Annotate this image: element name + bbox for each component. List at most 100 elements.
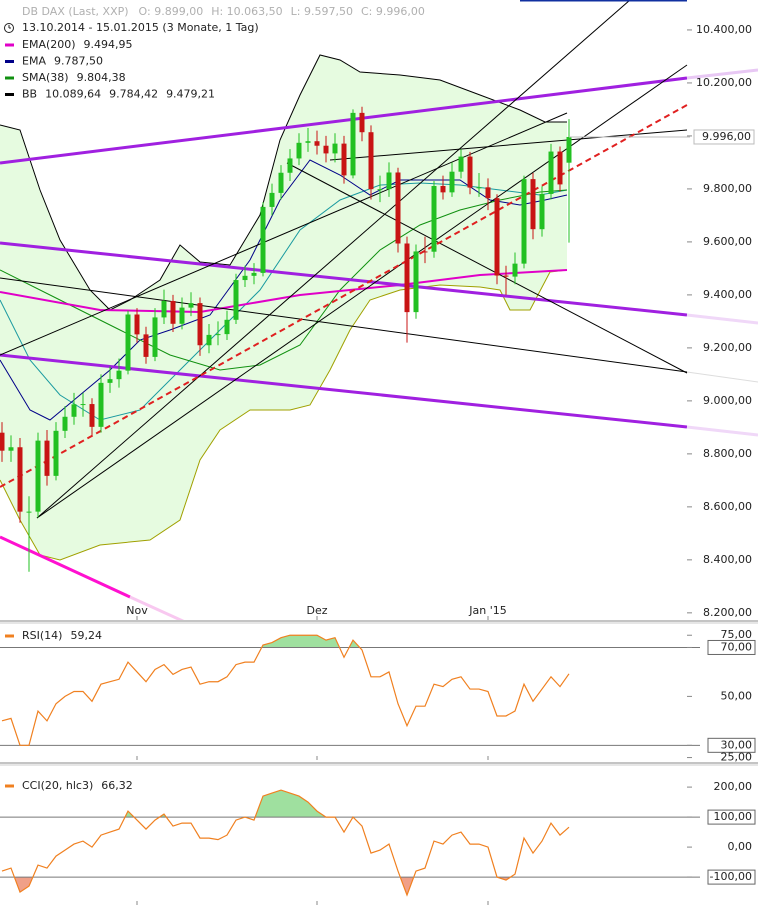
y-tick-label: 50,00 [721, 689, 753, 702]
candle-body [206, 334, 212, 346]
candle-body [422, 251, 428, 253]
trend-line [0, 104, 688, 488]
candle-body [395, 172, 401, 244]
candle-body [152, 317, 158, 357]
candle-body [539, 193, 545, 230]
chart-subtitle: 13.10.2014 - 15.01.2015 (3 Monate, 1 Tag… [22, 21, 259, 34]
y-tick-label: 9.000,00 [703, 394, 752, 407]
candle-body [251, 272, 257, 276]
channel-line [0, 353, 688, 429]
channel-line [0, 535, 131, 599]
indicator-reading: 59,24 [70, 629, 102, 642]
candle-body [503, 275, 509, 277]
candle-body [530, 179, 536, 230]
level-label-box [707, 809, 756, 825]
candle-body [80, 404, 86, 406]
candle-body [287, 158, 293, 173]
legend-swatch [5, 60, 14, 63]
candle-body [170, 300, 176, 324]
ohlc-readout: O: 9.899,00 [139, 5, 204, 18]
candle-body [134, 314, 140, 335]
trend-line [0, 277, 688, 373]
y-tick-label: 70,00 [721, 640, 753, 653]
level-label-box [707, 737, 756, 753]
candle-body [224, 319, 230, 335]
candle-body [476, 187, 482, 189]
level-label-box [707, 869, 756, 885]
y-tick-label: 9.200,00 [703, 341, 752, 354]
legend-label: EMA [22, 55, 46, 68]
candle-body [485, 187, 491, 199]
candle-body [17, 447, 23, 512]
legend-value: 9.494,95 [84, 38, 133, 51]
candle-body [35, 440, 41, 512]
indicator-line [1, 789, 570, 897]
channel-line [0, 241, 688, 317]
y-tick-label: 10.400,00 [696, 23, 752, 36]
candle-body [143, 334, 149, 357]
last-price-box [693, 129, 755, 145]
y-tick-label: -100,00 [710, 870, 752, 883]
candle-body [161, 300, 167, 318]
candle-body [323, 145, 329, 154]
legend-swatch [5, 43, 14, 47]
y-tick-label: 9.600,00 [703, 235, 752, 248]
candle-body [62, 416, 68, 431]
level-label-box [707, 639, 756, 655]
candle-body [26, 511, 32, 513]
indicator-reading: 66,32 [101, 779, 133, 792]
candle-body [0, 432, 5, 451]
y-tick-label: 30,00 [721, 738, 753, 751]
candle-body [521, 179, 527, 264]
y-tick-label: 8.200,00 [703, 606, 752, 619]
indicator-swatch [5, 784, 14, 788]
candle-body [386, 172, 392, 190]
ohlc-readout: C: 9.996,00 [361, 5, 425, 18]
y-tick-label: 100,00 [714, 810, 753, 823]
trend-line [36, 0, 631, 519]
y-tick-label: 75,00 [721, 628, 753, 641]
candle-body [440, 186, 446, 193]
indicator-name: RSI(14) [22, 629, 62, 642]
candle-body [242, 275, 248, 281]
legend-swatch [5, 76, 14, 80]
candle-body [233, 280, 239, 320]
candle-body [179, 307, 185, 324]
legend-value: 9.787,50 [54, 55, 103, 68]
indicator-swatch [5, 634, 14, 638]
x-tick-label: Nov [126, 604, 148, 617]
candle-body [512, 263, 518, 277]
candle-body [449, 171, 455, 193]
y-tick-label: 10.200,00 [696, 76, 752, 89]
candle-body [71, 404, 77, 417]
legend-label: SMA(38) [22, 71, 69, 84]
legend-label: BB [22, 88, 37, 101]
candle-body [494, 198, 500, 276]
ohlc-readout: H: 10.063,50 [211, 5, 282, 18]
chart-title: DB DAX (Last, XXP) [22, 5, 129, 18]
candle-body [566, 136, 572, 163]
candle-body [404, 243, 410, 313]
y-tick-label: 9.800,00 [703, 182, 752, 195]
y-tick-label: 8.400,00 [703, 553, 752, 566]
channel-line [686, 68, 758, 80]
candle-body [215, 334, 221, 336]
candle-body [350, 112, 356, 176]
y-tick-label: 8.600,00 [703, 500, 752, 513]
candle-body [557, 151, 563, 185]
channel-line [0, 76, 688, 165]
ema-line [0, 159, 568, 421]
candle-body [53, 430, 59, 476]
channel-line [686, 425, 758, 437]
candle-body [188, 303, 194, 308]
channel-line [686, 313, 758, 325]
candle-body [377, 189, 383, 191]
candle-body [8, 447, 14, 451]
trend-line [36, 64, 688, 519]
legend-value: 9.479,21 [166, 88, 215, 101]
candle-body [269, 192, 275, 207]
y-tick-label: 25,00 [721, 751, 753, 764]
candle-body [98, 382, 104, 427]
legend-swatch [5, 93, 14, 96]
